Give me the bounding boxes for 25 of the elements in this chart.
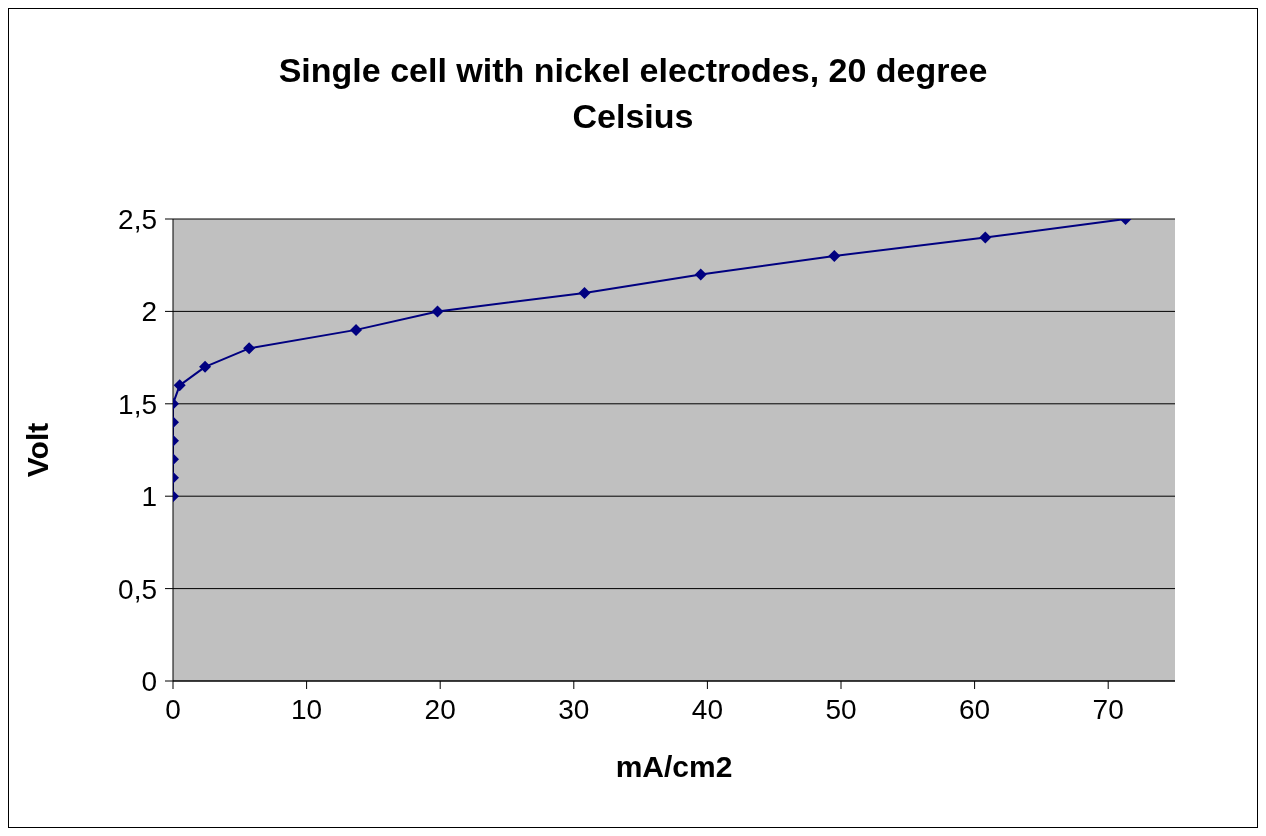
x-axis-title: mA/cm2 <box>615 750 733 783</box>
x-tick-label: 60 <box>959 693 991 725</box>
point <box>350 323 363 336</box>
point <box>979 231 992 244</box>
y-tick-label: 2,5 <box>118 203 157 235</box>
x-tick-label: 10 <box>291 693 323 725</box>
x-tick-label: 30 <box>558 693 590 725</box>
x-tick-label: 20 <box>424 693 456 725</box>
x-tick-label: 50 <box>825 693 857 725</box>
y-tick-label: 2 <box>141 296 157 328</box>
point <box>694 268 707 281</box>
chart-title: Single cell with nickel electrodes, 20 degree Celsius <box>277 50 989 137</box>
x-tick-label: 40 <box>691 693 723 725</box>
y-tick-label: 0,5 <box>118 573 157 605</box>
point <box>199 360 212 373</box>
y-tick-label: 0 <box>141 665 157 697</box>
x-tick-label: 70 <box>1092 693 1124 725</box>
point <box>828 249 841 262</box>
point <box>431 305 444 318</box>
x-tick-label: 0 <box>165 693 181 725</box>
y-axis-title: Volt <box>20 422 54 478</box>
point <box>243 342 256 355</box>
point <box>578 286 591 299</box>
y-tick-label: 1,5 <box>118 388 157 420</box>
y-tick-label: 1 <box>141 481 157 513</box>
